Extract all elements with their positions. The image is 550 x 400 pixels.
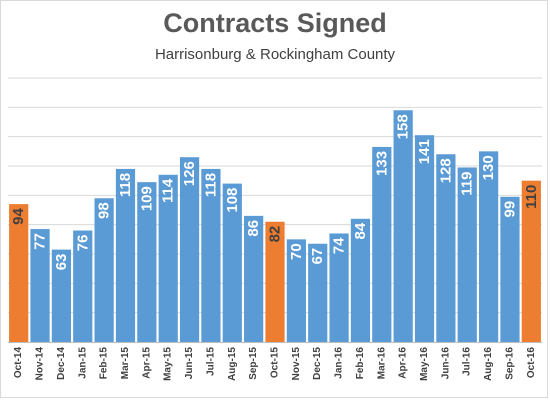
x-tick-label: Mar-15 <box>120 347 131 380</box>
x-tick-label: May-16 <box>419 347 430 381</box>
bar <box>244 215 264 342</box>
bar <box>329 233 349 342</box>
bar-value-label: 118 <box>202 173 219 197</box>
x-tick-label: Nov-14 <box>35 347 46 381</box>
bar-value-label: 63 <box>53 254 70 271</box>
bar-value-label: 126 <box>181 161 198 186</box>
x-tick-label: Dec-15 <box>312 347 323 380</box>
bar-value-label: 119 <box>459 171 476 195</box>
x-tick-label: Jun-15 <box>184 347 195 380</box>
bar-value-label: 98 <box>96 202 113 219</box>
x-tick-label: Mar-16 <box>376 347 387 380</box>
x-tick-label: Oct-15 <box>270 347 281 379</box>
bar <box>308 243 328 342</box>
bar-value-label: 130 <box>480 155 497 180</box>
x-tick-label: Sep-16 <box>504 347 515 380</box>
bar <box>201 168 221 342</box>
bar <box>265 221 285 342</box>
bar-value-label: 67 <box>309 248 326 265</box>
x-tick-label: Aug-15 <box>227 347 238 381</box>
bar-value-label: 109 <box>138 186 155 211</box>
bar-value-label: 108 <box>224 188 241 213</box>
bar-value-label: 118 <box>117 173 134 197</box>
bar-value-label: 76 <box>74 235 91 252</box>
x-tick-label: May-15 <box>163 347 174 381</box>
bar <box>393 110 413 343</box>
x-tick-label: Oct-16 <box>526 347 537 379</box>
x-tick-label: Aug-16 <box>483 347 494 381</box>
bar <box>350 218 371 342</box>
bar-value-label: 158 <box>395 114 412 139</box>
bar <box>94 198 114 342</box>
bar-value-label: 74 <box>331 237 348 254</box>
bar <box>51 249 72 342</box>
bar <box>457 167 477 342</box>
bar <box>73 230 93 342</box>
bar-value-label: 94 <box>10 207 27 224</box>
x-tick-label: Nov-15 <box>291 347 302 381</box>
x-tick-label: Jul-15 <box>205 347 216 376</box>
bar-value-label: 110 <box>523 185 540 209</box>
bar <box>286 239 306 342</box>
x-tick-label: Feb-15 <box>99 347 110 380</box>
bar-value-label: 86 <box>245 220 262 237</box>
bar-value-label: 84 <box>352 222 369 239</box>
chart-title: Contracts Signed <box>163 8 387 38</box>
bar <box>137 182 157 342</box>
bar <box>521 180 541 342</box>
bar-value-label: 99 <box>501 201 518 218</box>
bar-value-label: 77 <box>32 233 49 250</box>
bar-value-label: 114 <box>160 178 177 203</box>
bar-value-label: 133 <box>373 151 390 176</box>
bar-value-label: 141 <box>416 139 433 164</box>
x-tick-label: Apr-16 <box>398 347 409 379</box>
x-axis-tick-labels: Oct-14 Nov-14 Dec-14 Jan-15 Feb-15 Mar-15 Apr-… <box>13 347 537 381</box>
bar <box>500 196 520 342</box>
x-tick-label: Jun-16 <box>440 347 451 380</box>
bar-value-label: 128 <box>437 158 454 183</box>
bar <box>179 157 200 342</box>
bar <box>478 151 499 342</box>
x-tick-label: Sep-15 <box>248 347 259 380</box>
bar <box>436 154 456 342</box>
bar <box>222 183 242 342</box>
bars <box>9 110 541 343</box>
bar <box>158 174 178 342</box>
bar <box>372 146 392 342</box>
bar-value-label: 82 <box>267 226 284 243</box>
bar <box>115 168 136 342</box>
chart-subtitle: Harrisonburg & Rockingham County <box>154 46 396 63</box>
bar <box>414 135 435 342</box>
x-tick-label: Oct-14 <box>13 347 24 379</box>
x-tick-label: Jan-15 <box>77 347 88 379</box>
x-tick-label: Dec-14 <box>56 347 67 380</box>
bar <box>30 229 50 342</box>
x-tick-label: Jul-16 <box>462 347 473 376</box>
x-tick-label: Feb-16 <box>355 347 366 380</box>
x-tick-label: Jan-16 <box>334 347 345 379</box>
x-tick-label: Apr-15 <box>141 347 152 379</box>
bar-value-label: 70 <box>288 243 305 260</box>
bar <box>9 204 29 342</box>
